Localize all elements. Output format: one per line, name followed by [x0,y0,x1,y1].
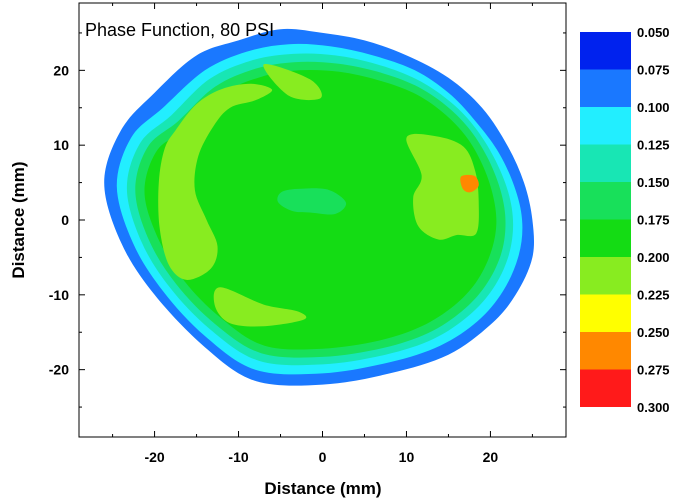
colorbar-level-label: 0.225 [637,288,670,303]
colorbar-swatch-8 [580,332,631,370]
x-tick-label: 20 [483,449,499,465]
x-tick-label: 10 [399,449,415,465]
x-axis-ticks: -20 -10 0 10 20 [112,3,533,465]
x-tick-label: -10 [228,449,248,465]
colorbar-level-label: 0.100 [637,100,670,115]
y-tick-label: 0 [61,212,69,228]
plot-frame-outline [78,2,567,438]
colorbar-swatch-9 [580,369,631,407]
x-tick-label: 0 [319,449,327,465]
colorbar-swatch-6 [580,257,631,295]
colorbar-level-label: 0.250 [637,325,670,340]
colorbar-swatch-5 [580,219,631,257]
contour-region-6 [263,63,322,101]
chart-title: Phase Function, 80 PSI [85,20,274,40]
colorbar-level-label: 0.275 [637,363,670,378]
colorbar-legend: 0.050 0.075 0.100 0.125 0.150 0.175 0.200 0.225… [580,25,670,415]
contour-region-9 [460,174,479,193]
y-axis-title: Distance (mm) [9,161,28,278]
colorbar-level-label: 0.050 [637,25,670,40]
colorbar-level-label: 0.200 [637,250,670,265]
colorbar-swatch-0 [580,32,631,70]
colorbar-level-label: 0.075 [637,63,670,78]
y-axis-ticks: 20 10 0 -10 -20 [49,32,566,408]
x-axis-title: Distance (mm) [264,479,381,498]
contour-patch-0 [277,188,347,215]
colorbar-swatch-1 [580,69,631,107]
y-tick-label: -10 [49,287,69,303]
contour-fills [104,28,535,386]
y-tick-label: 10 [53,137,69,153]
colorbar-level-label: 0.125 [637,138,670,153]
x-tick-label: -20 [144,449,164,465]
colorbar-swatch-4 [580,182,631,220]
contour-region-7 [213,287,307,327]
colorbar-swatch-3 [580,144,631,182]
colorbar-swatch-2 [580,107,631,145]
colorbar-level-label: 0.150 [637,175,670,190]
y-tick-label: 20 [53,62,69,78]
y-tick-label: -20 [49,362,69,378]
contour-region-8 [406,133,479,240]
colorbar-swatch-7 [580,294,631,332]
colorbar-level-label: 0.175 [637,213,670,228]
contour-region-5 [158,83,273,280]
colorbar-level-label: 0.300 [637,400,670,415]
